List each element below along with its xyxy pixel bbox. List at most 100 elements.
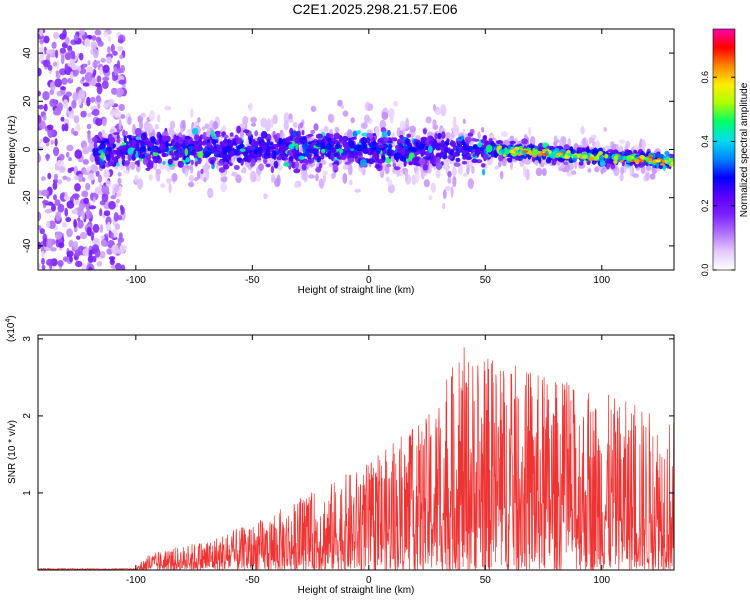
heatmap-cell [81,210,86,220]
heatmap-cell [99,224,104,233]
heatmap-cell [58,165,66,173]
heatmap-cell [62,99,69,109]
heatmap-cell [228,162,233,167]
heatmap-cell [216,145,222,152]
heatmap-cell [168,182,172,193]
heatmap-cell [113,69,119,75]
heatmap-cell [549,153,555,159]
heatmap-cell [283,162,290,167]
heatmap-cell [340,104,344,110]
heatmap-cell [253,141,259,148]
heatmap-cell [62,29,67,39]
heatmap-cell [167,158,173,165]
heatmap-cell [131,145,137,149]
heatmap-cell [352,152,359,159]
heatmap-cell [119,114,126,119]
heatmap-cell [440,140,445,148]
heatmap-cell [125,141,130,145]
heatmap-cell [240,168,245,173]
heatmap-cell [49,98,57,108]
heatmap-cell [60,116,65,122]
heatmap-cell [117,69,123,74]
heatmap-cell [322,170,328,176]
heatmap-cell [250,146,254,151]
heatmap-cell [434,132,439,140]
heatmap-cell [422,128,427,135]
heatmap-cell [82,159,90,165]
heatmap-cell [188,174,195,183]
heatmap-cell [504,151,509,155]
heatmap-cell [375,125,380,138]
heatmap-cell [46,220,51,229]
heatmap-cell [401,148,406,156]
heatmap-cell [541,149,547,152]
snr-series-line [38,347,674,570]
heatmap-cell [591,160,597,165]
heatmap-cell [124,160,131,165]
heatmap-cell [67,45,73,52]
heatmap-cell [54,138,58,147]
heatmap-cell [41,264,46,270]
heatmap-cell [111,87,118,95]
heatmap-cell [435,162,442,171]
heatmap-cell [184,168,189,178]
heatmap-cell [110,195,117,200]
heatmap-cell [481,126,485,133]
heatmap-cell [455,157,461,163]
heatmap-cell [364,114,370,123]
heatmap-cell [118,232,123,240]
heatmap-cell [78,89,86,100]
heatmap-cell [272,114,278,125]
heatmap-cell [374,164,381,169]
heatmap-cell [342,164,349,170]
heatmap-cell [572,157,577,162]
heatmap-cell [66,200,75,209]
heatmap-cell [99,182,103,192]
heatmap-cell [310,105,317,112]
heatmap-cell [282,142,286,151]
heatmap-cell [95,170,100,177]
y-multiplier: (x104) [5,315,17,342]
heatmap-cell [203,177,207,183]
heatmap-cell [49,89,55,96]
snr-panel: -100 -50 0 50 100 1 2 3 Height of straight lin… [5,315,675,596]
heatmap-cell [315,173,319,182]
heatmap-cell [89,96,96,103]
heatmap-cell [119,204,124,212]
heatmap-cell [96,261,103,267]
heatmap-cell [137,178,144,190]
heatmap-cell [68,157,72,162]
heatmap-cell [138,120,144,130]
heatmap-cell [352,136,357,140]
heatmap-cell [358,152,363,156]
heatmap-cell [66,228,73,238]
heatmap-cell [127,147,134,155]
heatmap-cell [69,58,76,68]
heatmap-cell [160,183,166,188]
heatmap-cell [235,137,243,145]
heatmap-cell [118,118,122,131]
heatmap-cell [403,159,407,167]
heatmap-cell [289,127,294,135]
heatmap-cell [65,216,72,223]
heatmap-cell [123,169,129,174]
heatmap-cell [200,168,204,174]
heatmap-cell [432,119,437,128]
heatmap-cell [278,137,284,145]
heatmap-cell [190,159,194,165]
heatmap-cell [405,117,410,129]
heatmap-cell [116,87,124,96]
heatmap-cell [113,132,120,136]
heatmap-cell [480,163,486,168]
heatmap-cell [346,129,353,141]
heatmap-cell [122,129,126,138]
heatmap-cell [360,159,367,167]
heatmap-cell [453,162,461,167]
heatmap-cell [212,136,218,140]
heatmap-cell [588,137,592,145]
heatmap-cell [225,145,232,153]
heatmap-cell [441,131,446,139]
heatmap-cell [648,158,652,161]
heatmap-cell [204,150,211,158]
heatmap-cell [604,154,609,159]
